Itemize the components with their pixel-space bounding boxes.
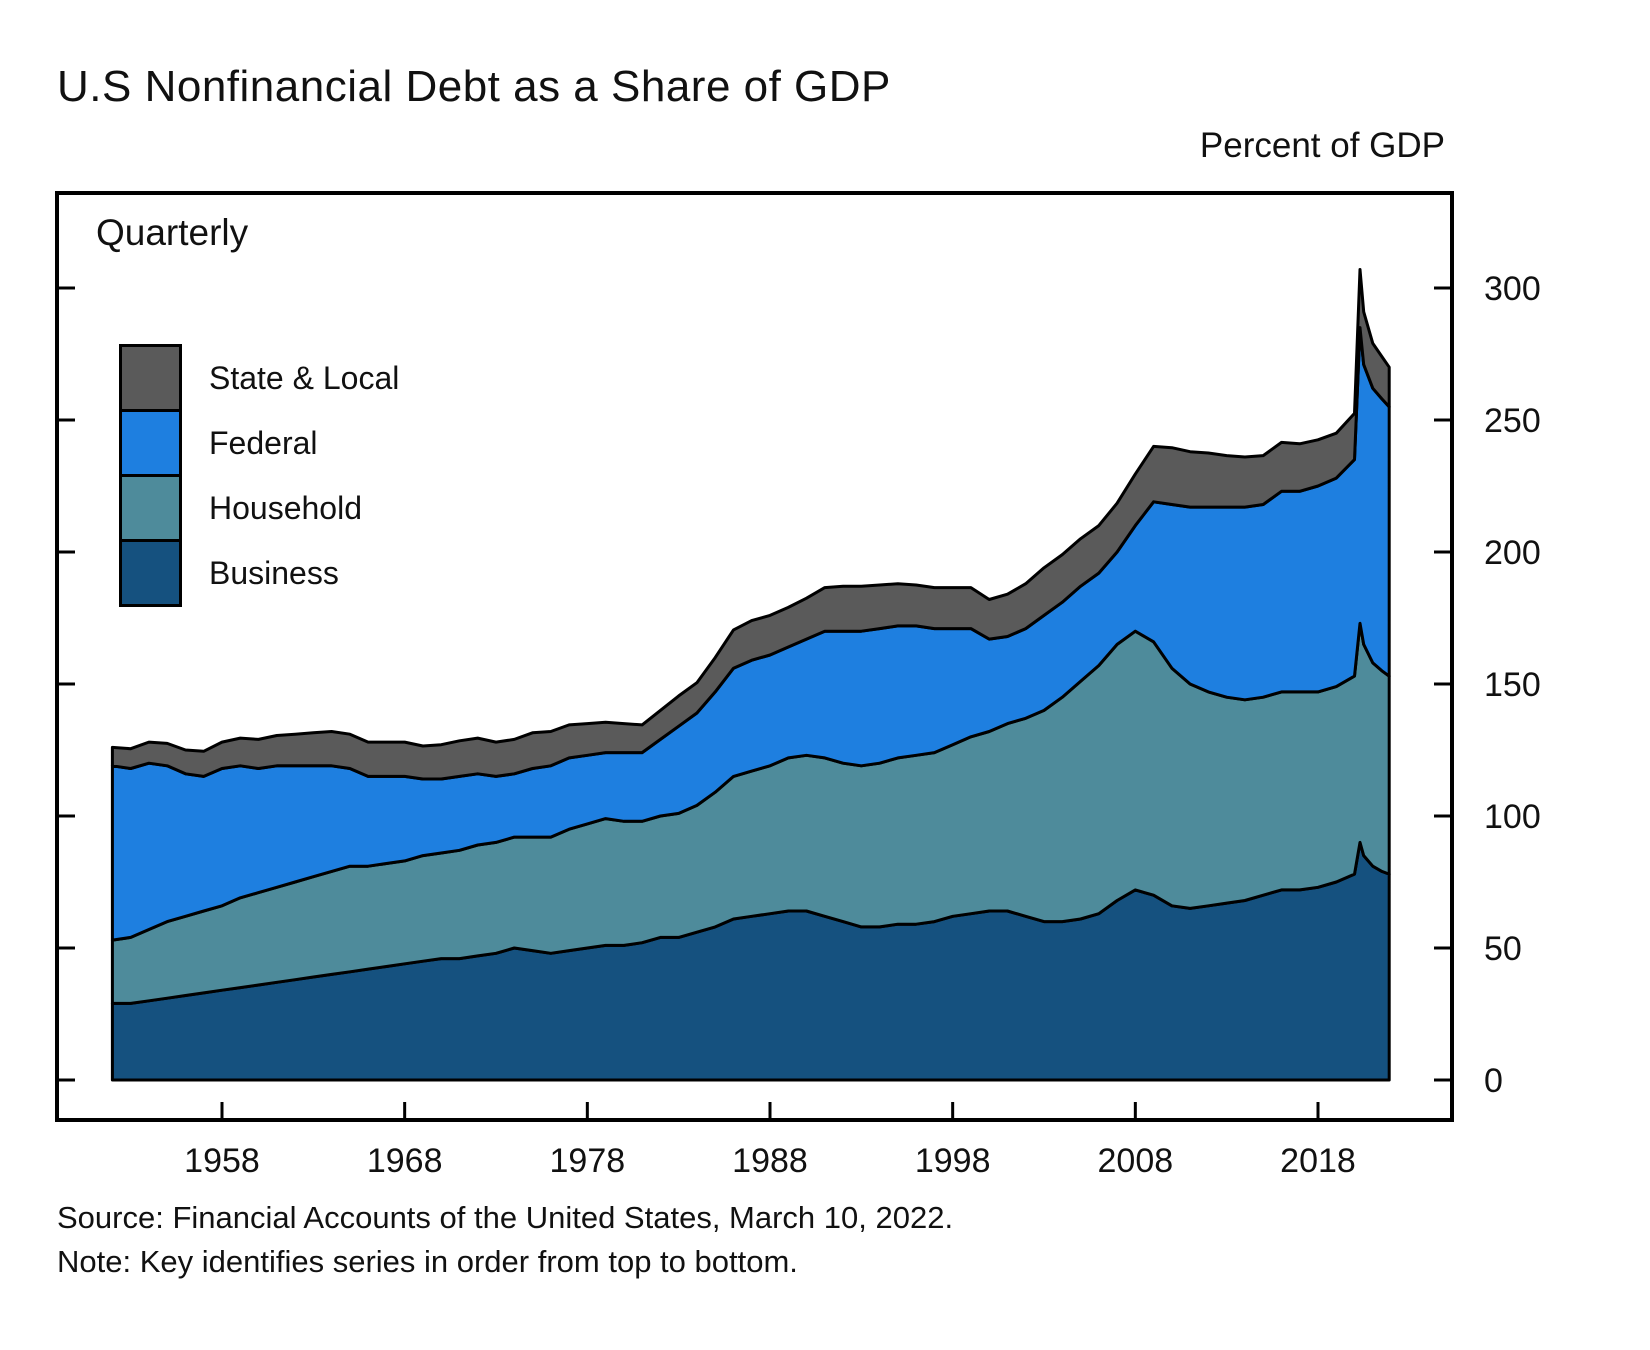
- svg-text:100: 100: [1484, 798, 1541, 836]
- right-axis-title: Percent of GDP: [1199, 126, 1445, 165]
- legend-label-state-local: State & Local: [209, 360, 400, 396]
- legend-swatch-household: [119, 474, 182, 542]
- svg-text:250: 250: [1484, 402, 1541, 440]
- legend-swatch-state-local: [119, 344, 182, 412]
- svg-text:1998: 1998: [915, 1142, 991, 1180]
- svg-text:2008: 2008: [1098, 1142, 1174, 1180]
- frequency-label: Quarterly: [96, 212, 249, 253]
- legend-swatch-federal: [119, 409, 182, 477]
- legend-label-household: Household: [209, 490, 362, 526]
- svg-text:50: 50: [1484, 930, 1522, 968]
- legend-swatch-business: [119, 539, 182, 607]
- svg-text:300: 300: [1484, 270, 1541, 308]
- svg-text:200: 200: [1484, 534, 1541, 572]
- legend-label-business: Business: [209, 555, 339, 591]
- svg-text:150: 150: [1484, 666, 1541, 704]
- svg-text:0: 0: [1484, 1062, 1503, 1100]
- legend-label-federal: Federal: [209, 425, 318, 461]
- svg-text:1978: 1978: [550, 1142, 626, 1180]
- svg-text:1958: 1958: [184, 1142, 260, 1180]
- svg-text:1968: 1968: [367, 1142, 443, 1180]
- page-title: U.S Nonfinancial Debt as a Share of GDP: [57, 62, 891, 111]
- legend-label-column: State & Local Federal Household Business: [209, 344, 399, 607]
- svg-text:1988: 1988: [732, 1142, 808, 1180]
- note-line: Note: Key identifies series in order fro…: [57, 1244, 798, 1279]
- legend: State & Local Federal Household Business: [119, 344, 399, 607]
- footer: Source: Financial Accounts of the United…: [57, 1196, 953, 1284]
- svg-text:2018: 2018: [1280, 1142, 1356, 1180]
- source-line: Source: Financial Accounts of the United…: [57, 1200, 954, 1235]
- legend-swatch-column: [119, 344, 182, 607]
